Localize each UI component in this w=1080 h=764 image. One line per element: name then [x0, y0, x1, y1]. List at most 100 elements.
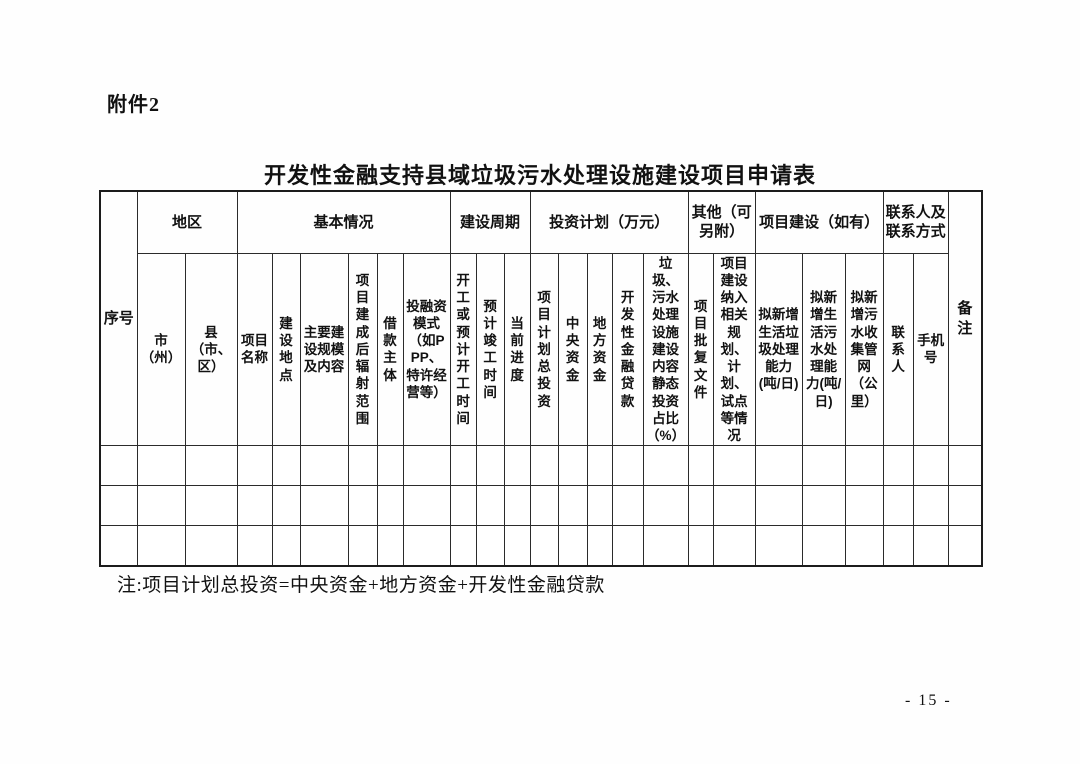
- empty-cell: [712, 525, 756, 567]
- footnote: 注:项目计划总投资=中央资金+地方资金+开发性金融贷款: [117, 575, 605, 596]
- header-group-basic-info: 基本情况: [236, 190, 451, 254]
- empty-cell: [402, 445, 451, 487]
- empty-cell: [503, 485, 531, 527]
- empty-cell: [236, 445, 273, 487]
- empty-cell: [271, 485, 301, 527]
- empty-cell: [882, 525, 914, 567]
- empty-cell: [376, 525, 404, 567]
- empty-cell: [912, 485, 949, 527]
- empty-cell: [882, 445, 914, 487]
- header-group-project-build: 项目建设（如有）: [754, 190, 884, 254]
- header-col-radiation-scope: 项目建成后辐射范围: [347, 252, 378, 447]
- header-col-central-funds: 中央资金: [557, 252, 588, 447]
- empty-cell: [912, 525, 949, 567]
- header-col-plan-inclusion: 项目建设纳入相关规划、计划、试点等情况: [712, 252, 756, 447]
- empty-cell: [475, 525, 505, 567]
- empty-cell: [347, 445, 378, 487]
- header-col-mobile-number: 手机号: [912, 252, 949, 447]
- empty-cell: [947, 525, 983, 567]
- empty-cell: [912, 445, 949, 487]
- empty-cell: [136, 485, 186, 527]
- header-col-approval-doc: 项目批复文件: [687, 252, 714, 447]
- header-col-build-site: 建设地点: [271, 252, 301, 447]
- table-body: [99, 445, 983, 567]
- empty-cell: [475, 485, 505, 527]
- header-group-other: 其他（可另附）: [687, 190, 756, 254]
- page-number: - 15 -: [905, 692, 952, 709]
- empty-cell: [687, 445, 714, 487]
- empty-cell: [611, 485, 644, 527]
- empty-cell: [503, 445, 531, 487]
- empty-cell: [529, 485, 559, 527]
- page-title: 开发性金融支持县域垃圾污水处理设施建设项目申请表: [263, 163, 816, 188]
- header-group-construction-period: 建设周期: [449, 190, 531, 254]
- empty-cell: [475, 445, 505, 487]
- empty-cell: [947, 485, 983, 527]
- empty-cell: [271, 525, 301, 567]
- empty-cell: [529, 525, 559, 567]
- empty-cell: [136, 445, 186, 487]
- header-col-project-name: 项目名称: [236, 252, 273, 447]
- empty-cell: [947, 445, 983, 487]
- empty-cell: [557, 485, 588, 527]
- header-group-investment-plan: 投资计划（万元）: [529, 190, 689, 254]
- header-col-city: 市（州）: [136, 252, 186, 447]
- empty-cell: [754, 525, 803, 567]
- empty-cell: [882, 485, 914, 527]
- empty-cell: [801, 445, 846, 487]
- header-col-new-pipeline: 拟新增污水收集管网（公里）: [844, 252, 884, 447]
- empty-cell: [99, 445, 138, 487]
- empty-cell: [299, 485, 349, 527]
- empty-cell: [611, 445, 644, 487]
- empty-cell: [236, 525, 273, 567]
- empty-cell: [754, 445, 803, 487]
- empty-cell: [136, 525, 186, 567]
- header-col-new-waste-capacity: 拟新增生活垃圾处理能力(吨/日): [754, 252, 803, 447]
- empty-cell: [402, 485, 451, 527]
- header-col-start-time: 开工或预计开工时间: [449, 252, 477, 447]
- empty-cell: [184, 445, 238, 487]
- empty-cell: [801, 525, 846, 567]
- empty-cell: [844, 525, 884, 567]
- header-group-seq: 序号: [99, 190, 138, 447]
- empty-cell: [299, 445, 349, 487]
- empty-cell: [687, 485, 714, 527]
- empty-cell: [376, 445, 404, 487]
- empty-cell: [687, 525, 714, 567]
- header-col-static-invest-ratio: 垃圾、污水处理设施建设内容静态投资占比（%）: [642, 252, 689, 447]
- empty-cell: [529, 445, 559, 487]
- header-group-region: 地区: [136, 190, 238, 254]
- empty-cell: [801, 485, 846, 527]
- empty-cell: [754, 485, 803, 527]
- table-row: [99, 485, 983, 527]
- empty-cell: [642, 445, 689, 487]
- header-col-county: 县（市、区）: [184, 252, 238, 447]
- header-col-financing-mode: 投融资模式（如PPP、特许经营等）: [402, 252, 451, 447]
- header-col-borrower: 借款主体: [376, 252, 404, 447]
- empty-cell: [449, 485, 477, 527]
- empty-cell: [586, 485, 613, 527]
- empty-cell: [557, 525, 588, 567]
- empty-cell: [611, 525, 644, 567]
- empty-cell: [712, 445, 756, 487]
- empty-cell: [347, 525, 378, 567]
- header-col-total-investment: 项目计划总投资: [529, 252, 559, 447]
- empty-cell: [844, 485, 884, 527]
- empty-cell: [642, 525, 689, 567]
- empty-cell: [844, 445, 884, 487]
- table-row: [99, 525, 983, 567]
- application-table: 序号 地区 基本情况 建设周期 投资计划（万元） 其他（可另附） 项目建设（如有…: [99, 190, 984, 567]
- header-group-row: 序号 地区 基本情况 建设周期 投资计划（万元） 其他（可另附） 项目建设（如有…: [99, 190, 983, 447]
- empty-cell: [586, 525, 613, 567]
- empty-cell: [642, 485, 689, 527]
- empty-cell: [402, 525, 451, 567]
- header-col-devfin-loan: 开发性金融贷款: [611, 252, 644, 447]
- empty-cell: [184, 525, 238, 567]
- empty-cell: [449, 525, 477, 567]
- empty-cell: [299, 525, 349, 567]
- empty-cell: [99, 485, 138, 527]
- table-header: 序号 地区 基本情况 建设周期 投资计划（万元） 其他（可另附） 项目建设（如有…: [99, 190, 983, 447]
- empty-cell: [376, 485, 404, 527]
- header-col-local-funds: 地方资金: [586, 252, 613, 447]
- empty-cell: [99, 525, 138, 567]
